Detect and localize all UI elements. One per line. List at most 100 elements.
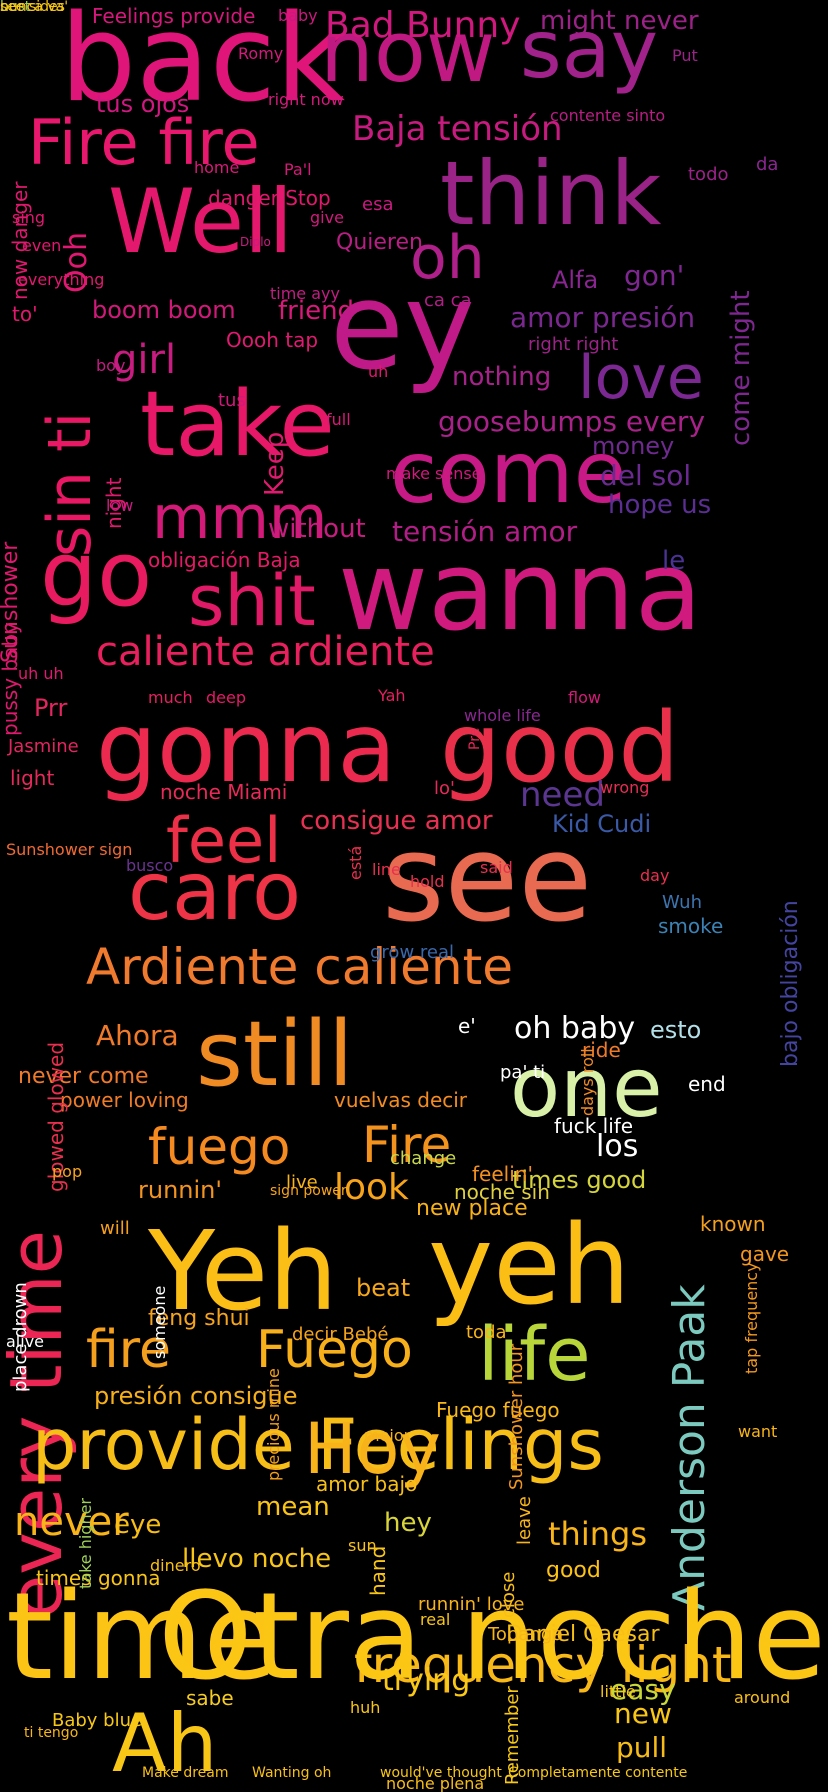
cloud-word: sabe bbox=[186, 1686, 234, 1710]
cloud-word: grow real bbox=[370, 942, 454, 963]
cloud-word: Wuh bbox=[662, 892, 702, 913]
cloud-word: Kid Cudi bbox=[552, 810, 652, 838]
cloud-word: days roll bbox=[578, 1048, 597, 1116]
cloud-word: come might bbox=[726, 290, 756, 446]
cloud-word: baby bbox=[278, 6, 318, 25]
cloud-word: low bbox=[106, 496, 134, 515]
cloud-word: good bbox=[546, 1558, 601, 1583]
cloud-word: Hoy bbox=[304, 1408, 441, 1490]
cloud-word: feel bbox=[166, 804, 282, 877]
cloud-word: much bbox=[148, 688, 193, 707]
cloud-word: easy bbox=[610, 1673, 676, 1706]
cloud-word: things bbox=[548, 1515, 647, 1553]
cloud-word: Topanga bbox=[488, 1624, 564, 1645]
cloud-word: now danger bbox=[8, 181, 32, 300]
cloud-word: Pa'l bbox=[284, 160, 312, 179]
cloud-word: Romy bbox=[238, 44, 284, 63]
cloud-word: now bbox=[320, 3, 496, 102]
cloud-word: esa bbox=[362, 194, 394, 215]
cloud-word: new place bbox=[416, 1196, 528, 1221]
cloud-word: live bbox=[286, 1172, 318, 1193]
cloud-word: Anderson Paak bbox=[664, 1284, 715, 1611]
cloud-word: uh uh bbox=[18, 664, 64, 683]
cloud-word: sun bbox=[348, 1536, 377, 1555]
cloud-word: fire bbox=[86, 1320, 171, 1380]
cloud-word: busco bbox=[126, 856, 174, 875]
cloud-word: Yah bbox=[378, 686, 406, 705]
cloud-word: Oooh tap bbox=[226, 328, 319, 352]
cloud-word: known bbox=[700, 1212, 766, 1236]
cloud-word: Yeh bbox=[148, 1207, 338, 1335]
cloud-word: oh baby bbox=[514, 1011, 636, 1046]
cloud-word: still bbox=[196, 1002, 354, 1107]
cloud-word: Wanting oh bbox=[252, 1765, 332, 1781]
cloud-word: money bbox=[592, 432, 675, 460]
cloud-word: Sunshower hour bbox=[506, 1343, 527, 1490]
cloud-word: shit bbox=[188, 560, 316, 642]
cloud-word: gonna bbox=[96, 692, 397, 804]
cloud-word: uh bbox=[368, 362, 389, 381]
cloud-word: life bbox=[478, 1312, 591, 1398]
cloud-word: runnin' love bbox=[418, 1594, 525, 1615]
cloud-word: hey bbox=[384, 1508, 432, 1538]
cloud-word: del sol bbox=[600, 459, 692, 492]
cloud-word: frequency light bbox=[354, 1636, 732, 1694]
cloud-word: might never bbox=[540, 6, 699, 36]
cloud-word: pull bbox=[616, 1731, 668, 1764]
cloud-word: vuelvas decir bbox=[334, 1088, 468, 1112]
cloud-word: trying bbox=[382, 1663, 471, 1698]
cloud-word: bajo obligación bbox=[778, 900, 803, 1067]
cloud-word: end bbox=[688, 1072, 726, 1096]
cloud-word: fuego bbox=[148, 1118, 291, 1176]
cloud-word: oh bbox=[410, 223, 485, 293]
cloud-word: girl bbox=[112, 337, 177, 383]
cloud-word: está bbox=[346, 845, 365, 880]
cloud-word: consigue amor bbox=[300, 806, 493, 836]
cloud-word: to' bbox=[12, 302, 38, 326]
cloud-word: say bbox=[520, 3, 659, 96]
cloud-word: right right bbox=[528, 334, 619, 355]
cloud-word: home bbox=[194, 158, 240, 177]
cloud-word: noche plena bbox=[386, 1774, 485, 1792]
cloud-word: time bbox=[6, 1568, 278, 1707]
cloud-word: amor presión bbox=[510, 301, 696, 334]
cloud-word: alive bbox=[6, 1332, 45, 1351]
cloud-word: huh bbox=[350, 1698, 381, 1717]
cloud-word: want bbox=[738, 1422, 778, 1441]
cloud-word: change bbox=[390, 1148, 457, 1169]
cloud-word: mean bbox=[256, 1492, 330, 1522]
cloud-word: hope us bbox=[608, 490, 712, 520]
cloud-word: right now bbox=[268, 90, 344, 109]
cloud-word: never come bbox=[18, 1064, 149, 1089]
cloud-word: Sunshower sign bbox=[6, 840, 133, 859]
cloud-word: Prr bbox=[34, 694, 68, 722]
cloud-word: ride bbox=[582, 1038, 621, 1062]
cloud-word: noche Miami bbox=[160, 780, 288, 804]
cloud-word: caro bbox=[128, 845, 302, 938]
cloud-word: time ayy bbox=[270, 284, 340, 303]
cloud-word: lo' bbox=[434, 778, 455, 799]
cloud-word: le bbox=[662, 546, 686, 576]
cloud-word: Baja tensión bbox=[352, 109, 563, 149]
cloud-word: Jasmine bbox=[8, 736, 79, 757]
cloud-word: provide Feelings bbox=[32, 1404, 604, 1486]
cloud-word: see bbox=[382, 810, 593, 949]
cloud-word: sign power bbox=[270, 1183, 347, 1199]
cloud-word: da bbox=[756, 154, 779, 175]
cloud-word: take higher bbox=[76, 1497, 95, 1589]
cloud-word: give bbox=[310, 208, 344, 227]
cloud-word: goosebumps every bbox=[438, 405, 706, 438]
cloud-word: one bbox=[510, 1041, 663, 1136]
cloud-word: feelin' bbox=[472, 1162, 533, 1186]
cloud-word: esto bbox=[650, 1016, 702, 1044]
cloud-word: fuck life bbox=[554, 1114, 634, 1138]
cloud-word: Fuego fuego bbox=[436, 1398, 560, 1422]
cloud-word: tensión amor bbox=[392, 515, 578, 548]
cloud-word: Fire bbox=[362, 1116, 452, 1174]
cloud-word: will bbox=[100, 1218, 130, 1239]
cloud-word: nothing bbox=[452, 362, 552, 392]
cloud-word: Ah bbox=[112, 1697, 218, 1790]
cloud-word: noche sin bbox=[454, 1180, 550, 1204]
cloud-word: todo bbox=[688, 164, 729, 185]
